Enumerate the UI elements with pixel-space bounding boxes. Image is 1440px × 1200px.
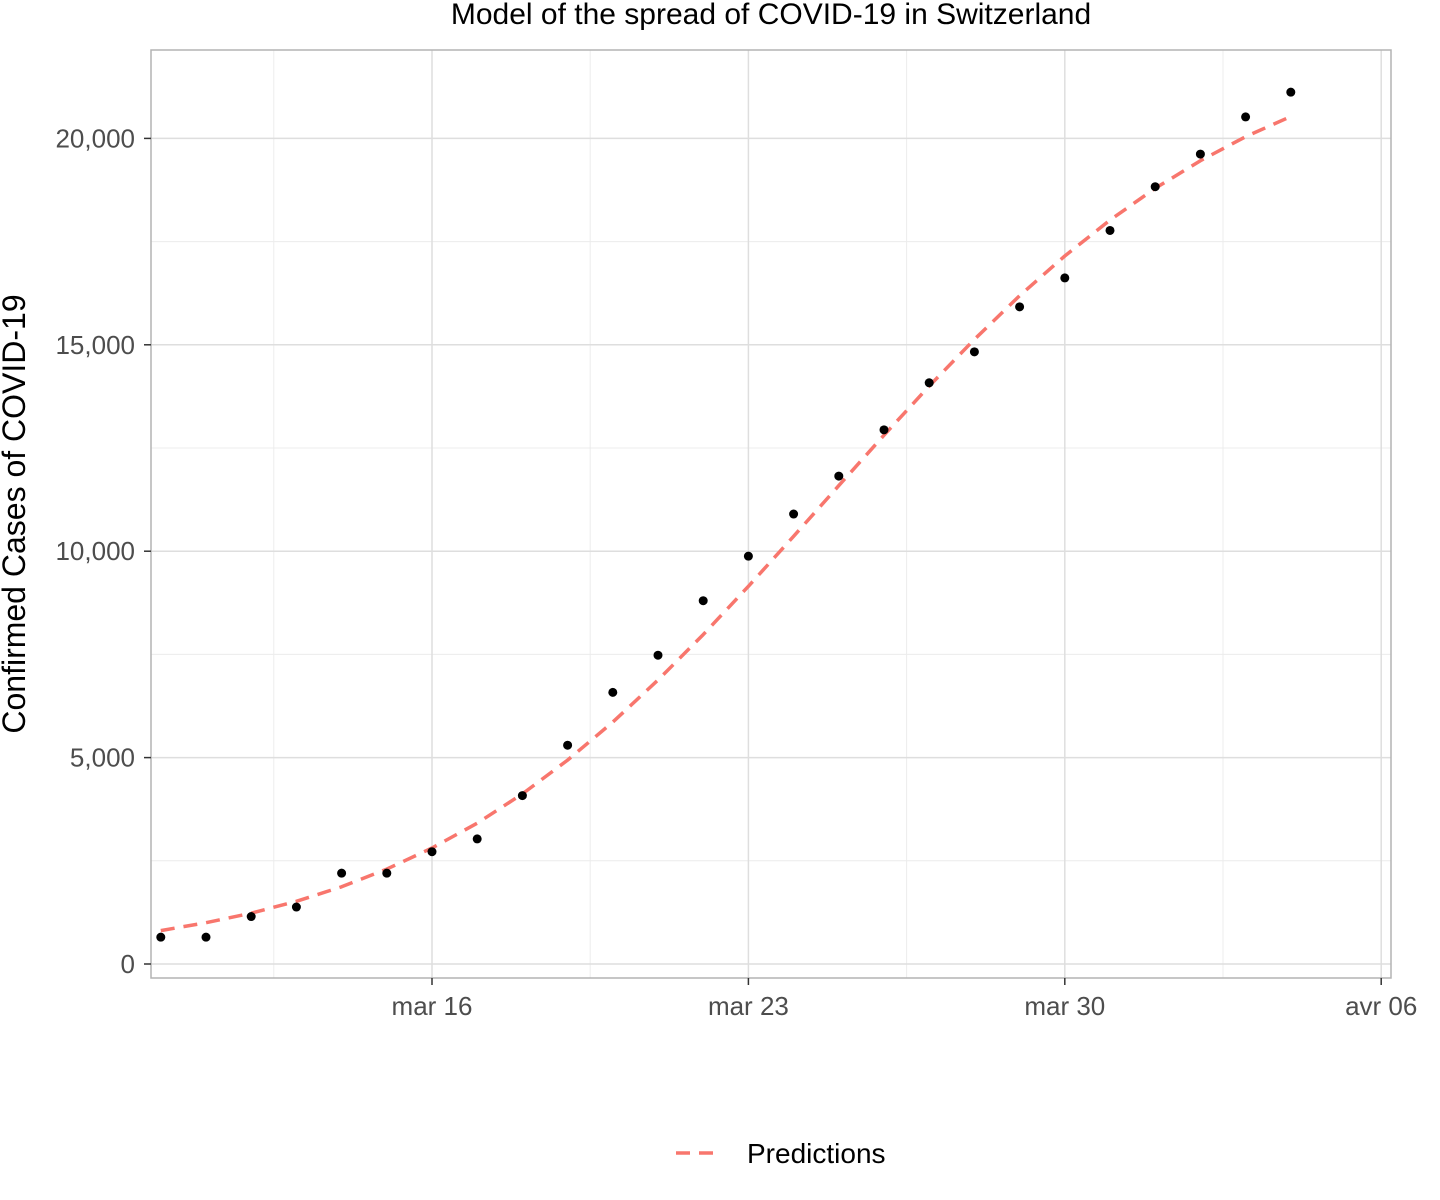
data-point	[563, 740, 573, 750]
y-tick-label: 5,000	[70, 743, 135, 773]
y-tick-label: 10,000	[55, 536, 135, 566]
chart-title: Model of the spread of COVID-19 in Switz…	[451, 0, 1091, 31]
data-point	[156, 932, 166, 942]
data-point	[427, 847, 437, 857]
y-tick-label: 15,000	[55, 330, 135, 360]
x-tick-label: mar 30	[1024, 991, 1105, 1021]
x-tick-label: avr 06	[1345, 991, 1417, 1021]
data-point	[517, 791, 527, 801]
data-point	[1150, 182, 1160, 192]
x-axis: mar 16 mar 23 mar 30 avr 06	[392, 978, 1417, 1021]
data-point	[337, 868, 347, 878]
legend: Predictions	[676, 1138, 886, 1169]
data-point	[201, 932, 211, 942]
y-tick-label: 20,000	[55, 123, 135, 153]
data-point	[1241, 112, 1251, 122]
data-point	[1060, 273, 1070, 283]
data-point	[472, 834, 482, 844]
data-point	[1286, 87, 1296, 97]
data-point	[246, 912, 256, 922]
predictions-line	[160, 114, 1292, 933]
data-point	[969, 347, 979, 357]
data-point	[879, 425, 889, 435]
y-axis-title: Confirmed Cases of COVID-19	[0, 294, 32, 733]
grid-minor	[151, 50, 1391, 978]
series-layer	[156, 87, 1296, 942]
y-axis: 0 5,000 10,000 15,000 20,000	[55, 123, 151, 979]
data-point	[924, 378, 934, 388]
x-tick-label: mar 23	[708, 991, 789, 1021]
data-point	[382, 868, 392, 878]
plot-panel-border	[150, 49, 1392, 979]
data-point	[1015, 302, 1025, 312]
data-point	[291, 902, 301, 912]
data-point	[653, 650, 663, 660]
data-point	[1195, 149, 1205, 159]
x-tick-label: mar 16	[392, 991, 473, 1021]
data-point	[608, 687, 618, 697]
grid-major	[151, 50, 1391, 978]
data-point	[698, 596, 708, 606]
data-point	[743, 551, 753, 561]
data-point	[834, 471, 844, 481]
y-tick-label: 0	[121, 949, 135, 979]
data-point	[789, 509, 799, 519]
legend-label-predictions: Predictions	[747, 1138, 886, 1169]
data-point	[1105, 225, 1115, 235]
